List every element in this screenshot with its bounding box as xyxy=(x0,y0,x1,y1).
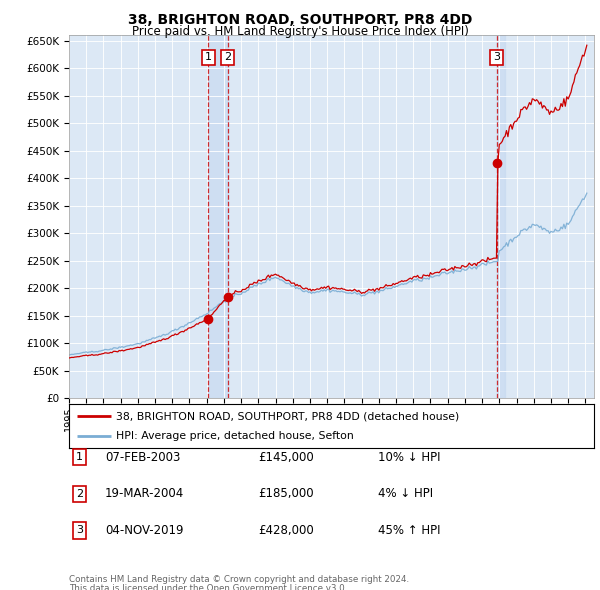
Text: 1: 1 xyxy=(205,53,212,63)
Text: 38, BRIGHTON ROAD, SOUTHPORT, PR8 4DD: 38, BRIGHTON ROAD, SOUTHPORT, PR8 4DD xyxy=(128,13,472,27)
Text: 45% ↑ HPI: 45% ↑ HPI xyxy=(378,524,440,537)
Text: £428,000: £428,000 xyxy=(258,524,314,537)
Text: 1: 1 xyxy=(76,453,83,462)
Text: 2: 2 xyxy=(76,489,83,499)
Text: 3: 3 xyxy=(76,526,83,535)
Text: 2: 2 xyxy=(224,53,231,63)
Text: 4% ↓ HPI: 4% ↓ HPI xyxy=(378,487,433,500)
Bar xyxy=(497,35,505,398)
Text: 19-MAR-2004: 19-MAR-2004 xyxy=(105,487,184,500)
Text: 3: 3 xyxy=(493,53,500,63)
Text: £185,000: £185,000 xyxy=(258,487,314,500)
Text: HPI: Average price, detached house, Sefton: HPI: Average price, detached house, Seft… xyxy=(116,431,354,441)
Bar xyxy=(208,35,228,398)
Text: 04-NOV-2019: 04-NOV-2019 xyxy=(105,524,184,537)
Text: 10% ↓ HPI: 10% ↓ HPI xyxy=(378,451,440,464)
Text: Contains HM Land Registry data © Crown copyright and database right 2024.: Contains HM Land Registry data © Crown c… xyxy=(69,575,409,584)
Text: £145,000: £145,000 xyxy=(258,451,314,464)
Text: This data is licensed under the Open Government Licence v3.0.: This data is licensed under the Open Gov… xyxy=(69,584,347,590)
Text: 07-FEB-2003: 07-FEB-2003 xyxy=(105,451,181,464)
Text: 38, BRIGHTON ROAD, SOUTHPORT, PR8 4DD (detached house): 38, BRIGHTON ROAD, SOUTHPORT, PR8 4DD (d… xyxy=(116,411,460,421)
Text: Price paid vs. HM Land Registry's House Price Index (HPI): Price paid vs. HM Land Registry's House … xyxy=(131,25,469,38)
